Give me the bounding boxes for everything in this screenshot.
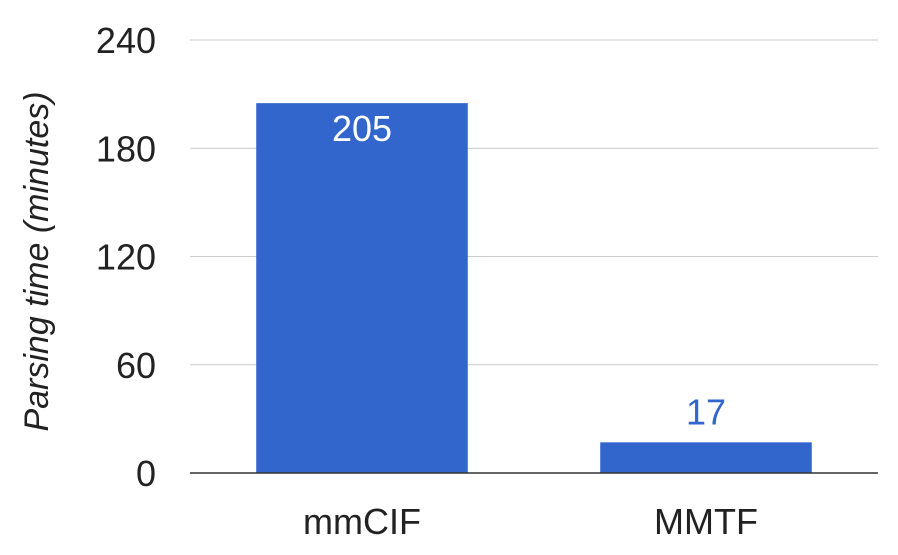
bar-mmcif (256, 103, 468, 473)
x-category-label: mmCIF (303, 501, 421, 542)
y-axis-title: Parsing time (minutes) (18, 91, 56, 431)
y-tick-label: 240 (96, 20, 156, 61)
data-label-mmcif: 205 (332, 108, 392, 149)
bars (256, 103, 812, 473)
y-axis-ticks: 0 60 120 180 240 (96, 20, 156, 494)
x-axis-categories: mmCIF MMTF (303, 501, 758, 542)
data-label-mmtf: 17 (686, 391, 726, 432)
x-category-label: MMTF (654, 501, 758, 542)
y-tick-label: 120 (96, 237, 156, 278)
data-labels: 205 17 (332, 108, 726, 432)
y-tick-label: 60 (116, 345, 156, 386)
y-tick-label: 180 (96, 128, 156, 169)
y-tick-label: 0 (136, 453, 156, 494)
bar-mmtf (600, 442, 812, 473)
